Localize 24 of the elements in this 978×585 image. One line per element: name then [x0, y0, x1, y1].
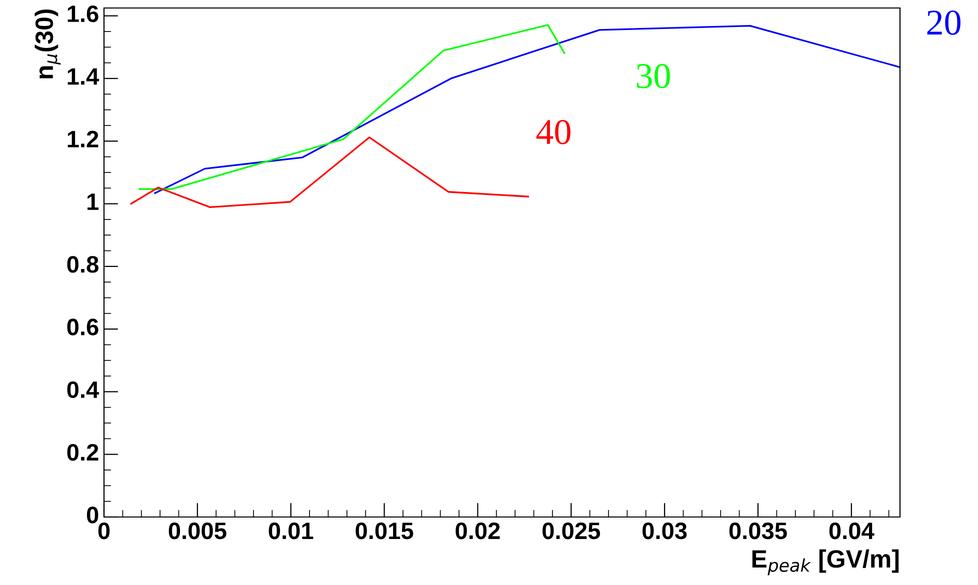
- x-tick-label: 0.02: [456, 522, 500, 540]
- y-axis-title: n$_{μ}$(30): [34, 9, 61, 78]
- y-tick-label: 1.4: [68, 68, 100, 85]
- line-series: [130, 136, 529, 208]
- text: 30: [636, 64, 670, 88]
- y-tick-label: 1.2: [68, 130, 98, 148]
- y-tick-label: 0.8: [67, 256, 98, 273]
- line-series: [154, 25, 900, 194]
- x-tick-label: 0.01: [268, 522, 314, 540]
- x-tick-label: 0.005: [168, 522, 226, 540]
- x-axis-title: E$_{peak}$ [GV/m]: [752, 549, 899, 576]
- y-tick-label: 0.4: [67, 381, 100, 398]
- y-tick-label: 0: [86, 506, 98, 524]
- x-tick-label: 0.03: [642, 522, 687, 540]
- series-label: 40: [536, 120, 570, 144]
- y-tick-label: 1.6: [68, 5, 98, 22]
- x-tick-label: 0.04: [829, 522, 874, 540]
- y-tick-label: 0.2: [67, 444, 98, 461]
- x-tick-label: 0.015: [356, 522, 414, 540]
- series-label: 20: [927, 10, 960, 35]
- x-tick-label: 0.025: [542, 522, 600, 540]
- y-tick-label: 1: [87, 194, 98, 210]
- y-tick-label: 0.6: [67, 318, 98, 336]
- x-tick-label: 0.035: [729, 522, 787, 540]
